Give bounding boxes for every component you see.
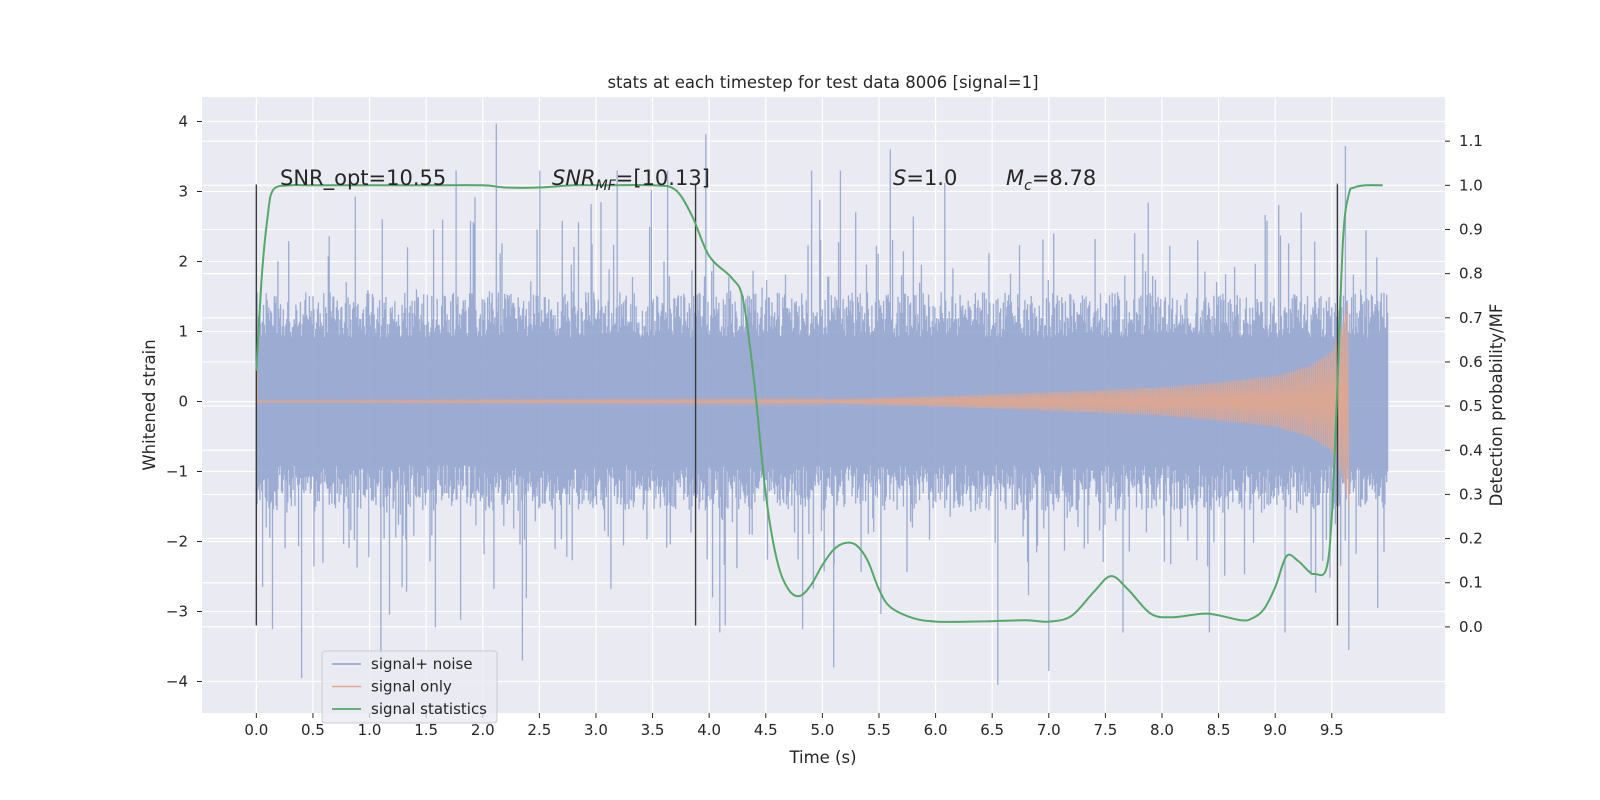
y-tick-label: −4 <box>166 673 188 691</box>
x-tick-label: 0.0 <box>244 721 268 739</box>
x-tick-label: 6.5 <box>980 721 1004 739</box>
legend-label-signal-noise: signal+ noise <box>371 655 473 673</box>
x-tick-label: 2.0 <box>471 721 495 739</box>
x-axis-label: Time (s) <box>788 748 856 767</box>
annotation-mc-symbol: M <box>1006 166 1024 190</box>
x-tick-label: 6.0 <box>924 721 948 739</box>
x-tick-label: 2.5 <box>527 721 551 739</box>
x-tick-label: 3.0 <box>584 721 608 739</box>
legend-label-signal-statistics: signal statistics <box>371 700 487 718</box>
annotation-snr-mf-value: =[10.13] <box>616 166 710 190</box>
y-tick-label: 2 <box>178 253 188 271</box>
y-tick-label: 1 <box>178 323 188 341</box>
annotation-mc-subscript: c <box>1024 178 1032 194</box>
annotation-s-value: =1.0 <box>906 166 957 190</box>
annotation-s: S=1.0 <box>893 166 957 190</box>
x-tick-label: 8.0 <box>1150 721 1174 739</box>
y-tick-label: −2 <box>166 533 188 551</box>
x-tick-label: 8.5 <box>1207 721 1231 739</box>
x-tick-label: 5.5 <box>867 721 891 739</box>
x-tick-label: 7.5 <box>1093 721 1117 739</box>
x-axis-ticks: 0.0 0.5 1.0 1.5 2.0 2.5 3.0 3.5 4.0 4.5 5.0 5.5 6.0 6… <box>244 713 1344 739</box>
x-tick-label: 1.0 <box>358 721 382 739</box>
annotation-snr-mf: SNRMF=[10.13] <box>552 166 710 194</box>
y2-tick-label: 0.0 <box>1459 618 1483 636</box>
x-tick-label: 4.0 <box>697 721 721 739</box>
y-tick-label: 3 <box>178 183 188 201</box>
annotation-snr-mf-symbol: SNR <box>552 166 596 190</box>
y-tick-label: 4 <box>178 113 188 131</box>
x-tick-label: 0.5 <box>301 721 325 739</box>
chart-title: stats at each timestep for test data 800… <box>607 73 1038 92</box>
y-tick-label: 0 <box>178 393 188 411</box>
annotation-snr-opt: SNR_opt=10.55 <box>280 166 446 191</box>
y2-axis-label: Detection probability/MF <box>1487 304 1506 507</box>
legend-label-signal-only: signal only <box>371 678 452 696</box>
y-axis-ticks: −4 −3 −2 −1 0 1 2 3 4 <box>166 113 202 691</box>
y-axis-label: Whitened strain <box>140 339 159 470</box>
x-tick-label: 5.0 <box>810 721 834 739</box>
y2-tick-label: 0.1 <box>1459 574 1483 592</box>
y2-axis-ticks: 0.0 0.1 0.2 0.3 0.4 0.5 0.6 0.7 0.8 0.9 1.0 1.1 <box>1445 132 1483 636</box>
y-tick-label: −1 <box>166 463 188 481</box>
y2-tick-label: 0.9 <box>1459 220 1483 238</box>
annotation-snr-mf-subscript: MF <box>596 178 617 194</box>
signal-only-series-line <box>255 297 1350 505</box>
y2-tick-label: 0.8 <box>1459 265 1483 283</box>
plot-data-area <box>255 123 1389 685</box>
x-tick-label: 3.5 <box>641 721 665 739</box>
x-tick-label: 9.0 <box>1263 721 1287 739</box>
legend: signal+ noise signal only signal statist… <box>321 650 498 724</box>
annotation-mc: Mc=8.78 <box>1006 166 1096 194</box>
y-tick-label: −3 <box>166 603 188 621</box>
annotation-mc-value: =8.78 <box>1032 166 1096 190</box>
x-tick-label: 9.5 <box>1320 721 1344 739</box>
y2-tick-label: 0.6 <box>1459 353 1483 371</box>
y2-tick-label: 0.3 <box>1459 485 1483 503</box>
x-tick-label: 4.5 <box>754 721 778 739</box>
legend-box <box>321 650 498 724</box>
y2-tick-label: 0.4 <box>1459 441 1483 459</box>
y2-tick-label: 0.5 <box>1459 397 1483 415</box>
x-tick-label: 7.0 <box>1037 721 1061 739</box>
y2-tick-label: 1.1 <box>1459 132 1483 150</box>
y2-tick-label: 0.2 <box>1459 530 1483 548</box>
y2-tick-label: 1.0 <box>1459 176 1483 194</box>
x-tick-label: 1.5 <box>414 721 438 739</box>
annotation-s-symbol: S <box>893 166 906 190</box>
y2-tick-label: 0.7 <box>1459 309 1483 327</box>
signal-statistics-series-line <box>255 183 1383 623</box>
